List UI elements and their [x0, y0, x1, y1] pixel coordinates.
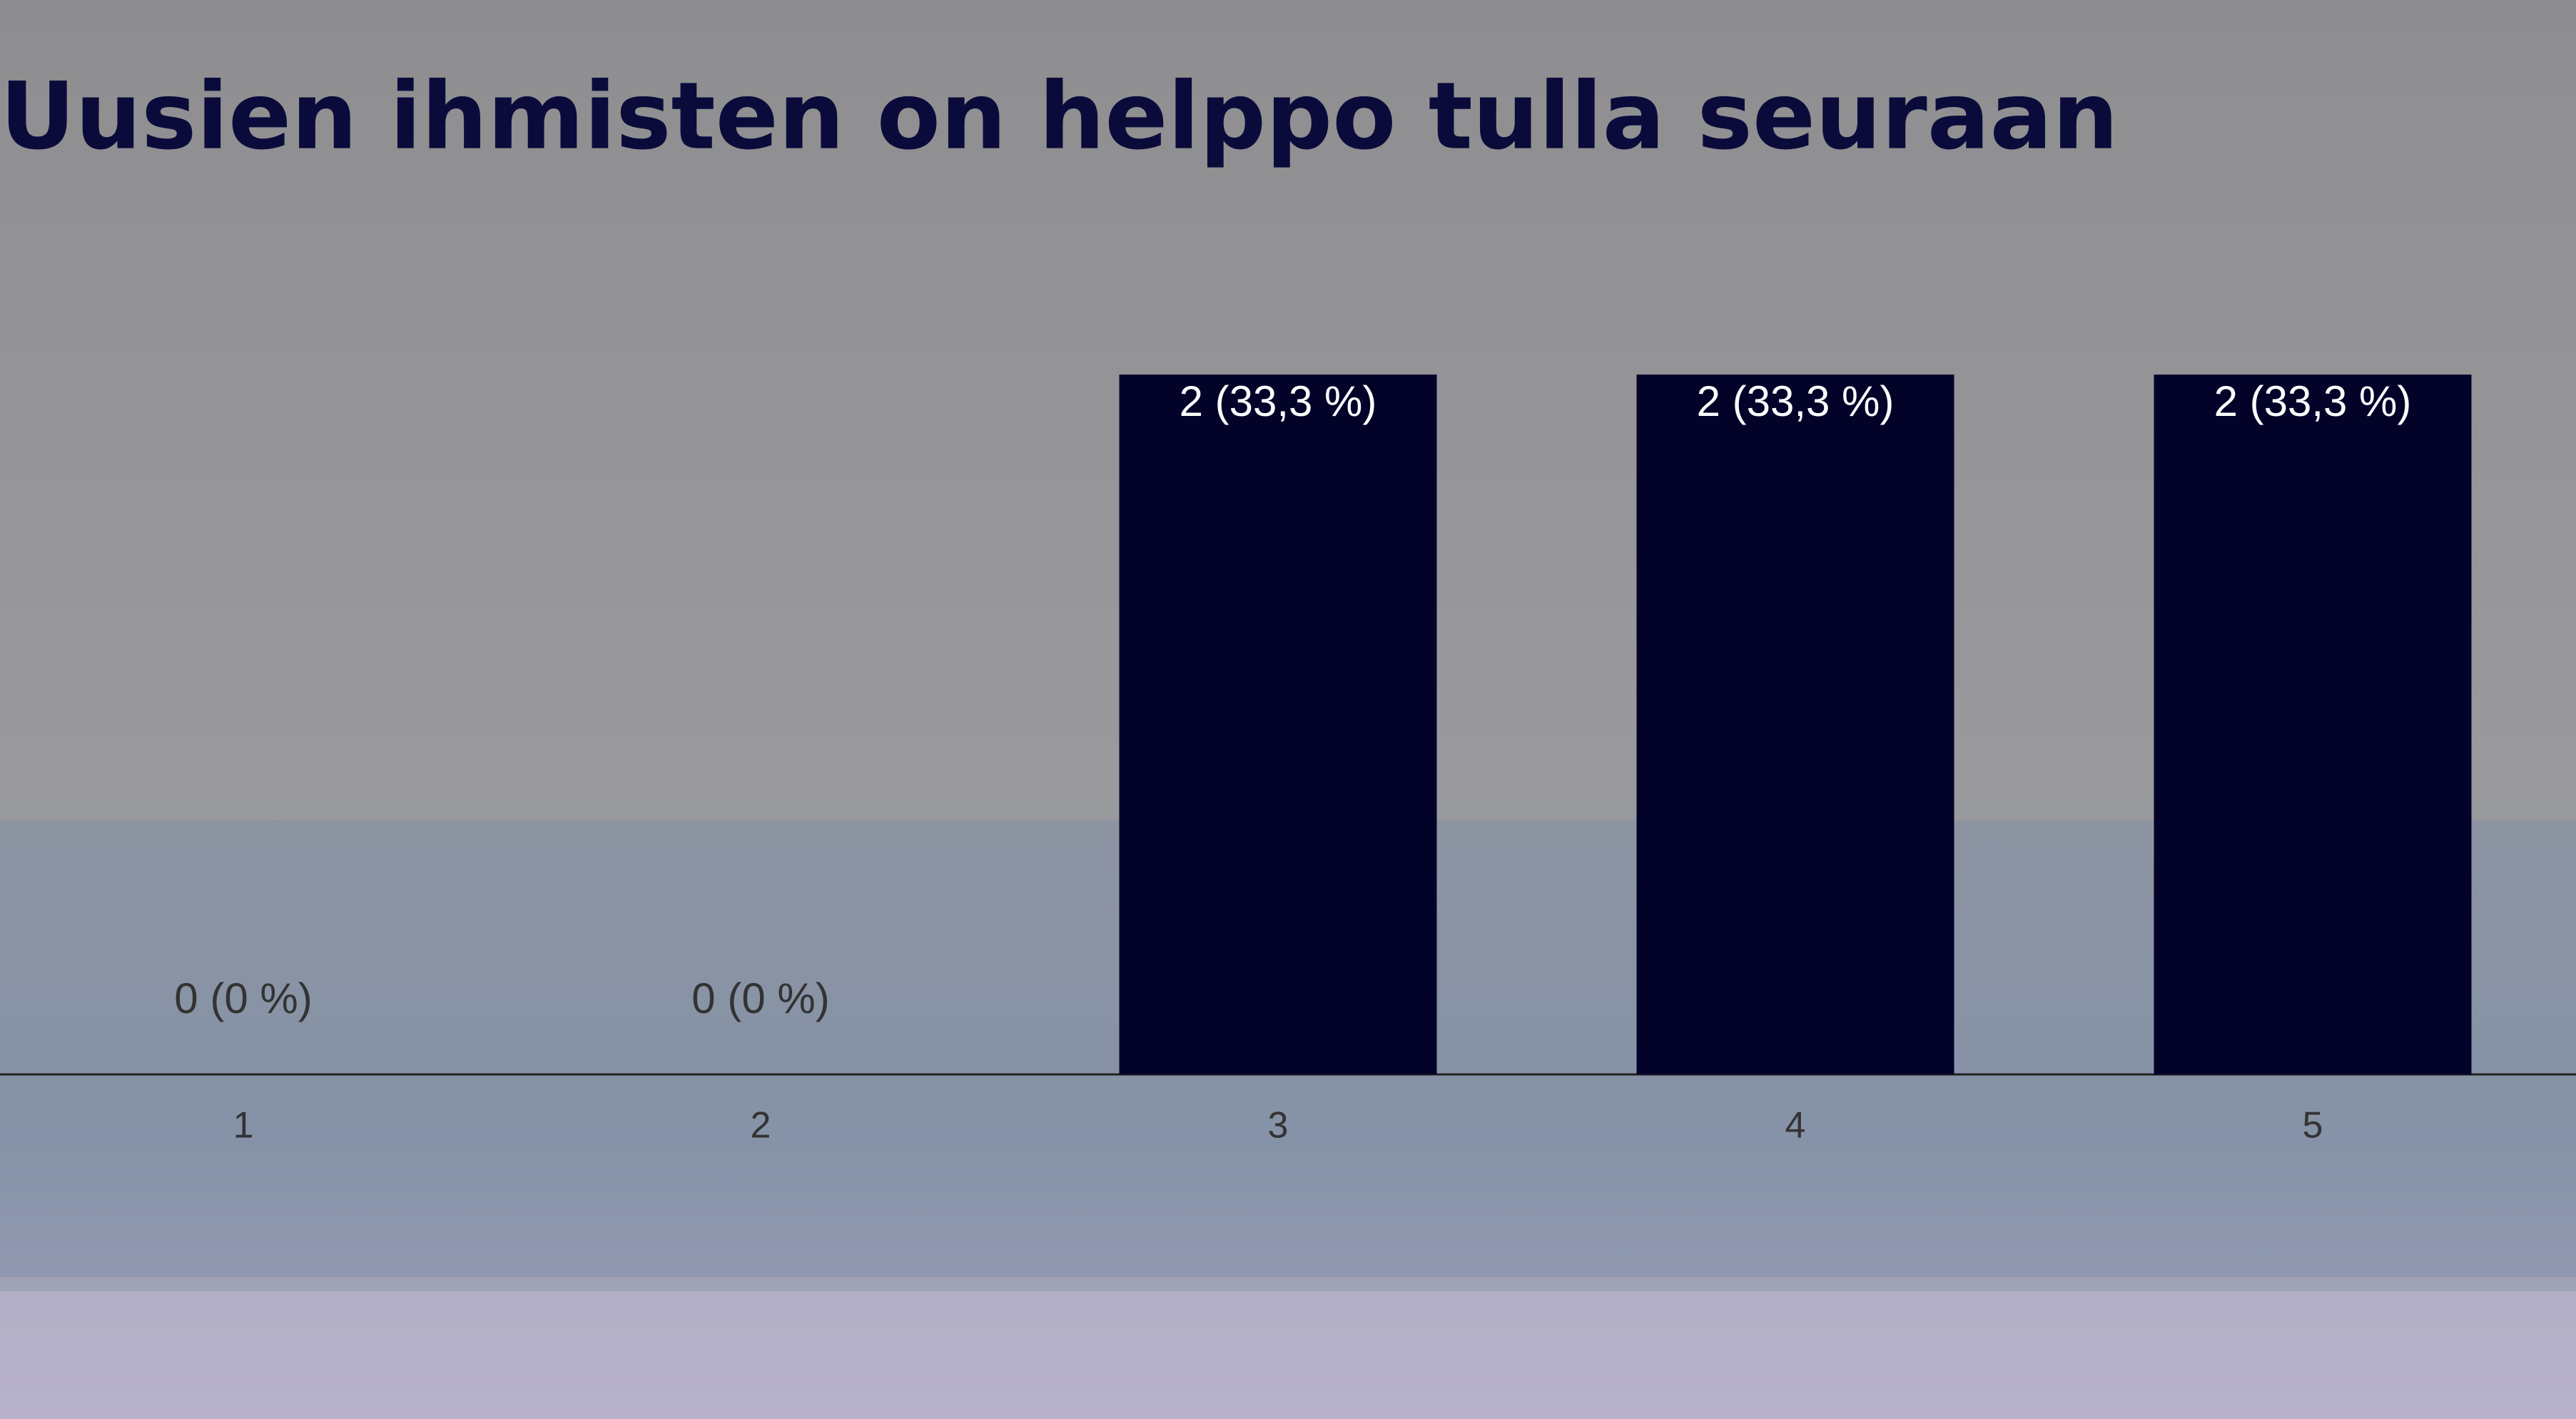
x-tick-label: 4 — [1785, 1105, 1806, 1146]
x-tick-label: 2 — [751, 1105, 771, 1146]
value-label: 0 (0 %) — [174, 975, 312, 1022]
value-label: 2 (33,3 %) — [1180, 377, 1377, 425]
chart: Uusien ihmisten on helppo tulla seuraan … — [0, 0, 2576, 1419]
x-tick-label: 1 — [233, 1105, 254, 1146]
stage-floor — [0, 1291, 2576, 1419]
x-tick-label: 3 — [1268, 1105, 1289, 1146]
chart-title: Uusien ihmisten on helppo tulla seuraan — [0, 62, 2119, 171]
value-label: 2 (33,3 %) — [1697, 377, 1895, 425]
x-tick-label: 5 — [2303, 1105, 2323, 1146]
value-label: 2 (33,3 %) — [2214, 377, 2412, 425]
bar — [1120, 375, 1437, 1074]
value-label: 0 (0 %) — [691, 975, 829, 1022]
bar — [1637, 375, 1954, 1074]
bar — [2154, 375, 2472, 1074]
